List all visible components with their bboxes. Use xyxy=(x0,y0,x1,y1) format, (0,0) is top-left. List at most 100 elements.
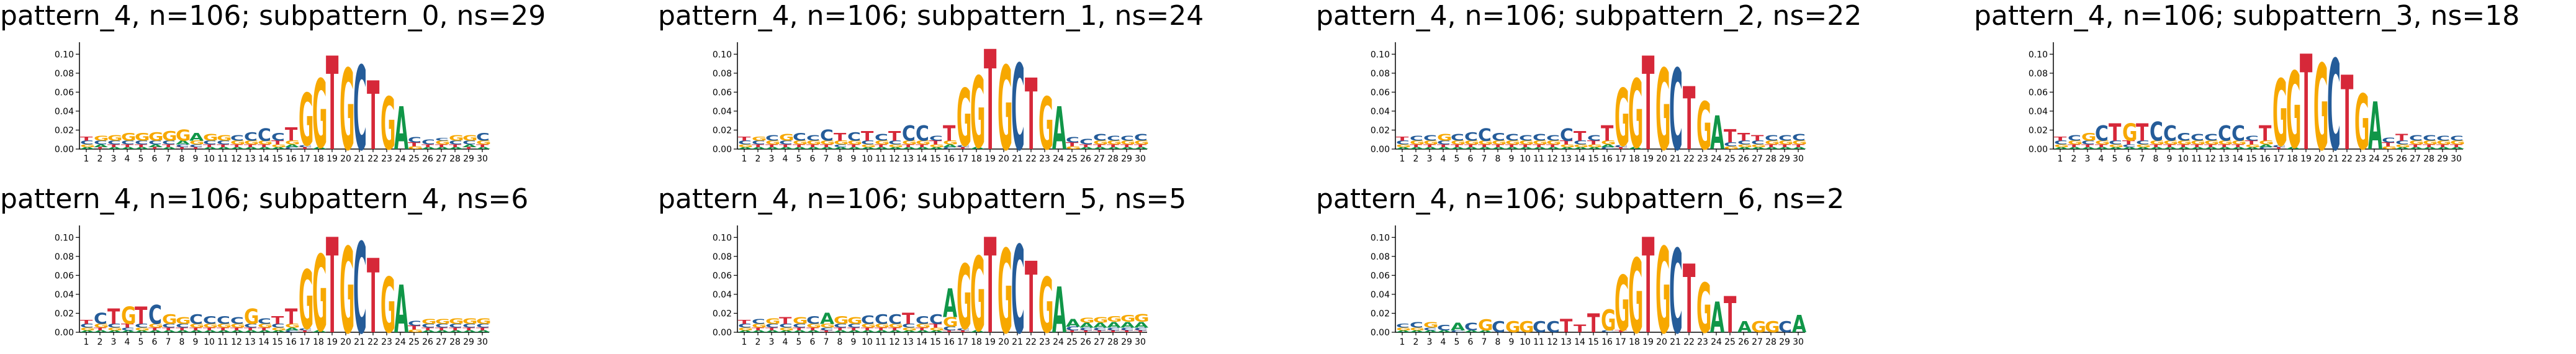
logo-letter-A: A xyxy=(476,147,491,150)
x-tick-label: 5 xyxy=(138,337,144,347)
logo-letter-T: T xyxy=(2272,147,2286,150)
logo-letter-C: C xyxy=(916,314,929,326)
logo-letter-C: C xyxy=(285,147,299,150)
logo-letter-C: C xyxy=(462,140,476,146)
logo-letter-A: A xyxy=(1437,147,1452,150)
logo-letter-C: C xyxy=(1079,137,1093,146)
x-tick-label: 7 xyxy=(2140,154,2145,164)
logo-letter-G: G xyxy=(189,140,204,146)
logo-letter-A: A xyxy=(2450,147,2465,150)
logo-letter-C: C xyxy=(2272,145,2286,148)
logo-letter-G: G xyxy=(1478,315,1493,334)
logo-letter-A: A xyxy=(449,147,464,150)
logo-letter-G: G xyxy=(340,224,355,354)
logo-letter-T: T xyxy=(2231,143,2245,148)
x-tick-label: 27 xyxy=(1752,337,1763,347)
logo-letter-A: A xyxy=(107,147,122,150)
logo-letter-C: C xyxy=(2231,120,2245,145)
y-tick-label: 0.08 xyxy=(55,252,74,262)
logo-letter-A: A xyxy=(765,330,780,333)
logo-letter-T: T xyxy=(779,143,792,148)
y-tick-label: 0.04 xyxy=(1371,107,1390,117)
logo-letter-T: T xyxy=(408,325,420,331)
logo-letter-C: C xyxy=(779,323,793,329)
x-tick-label: 12 xyxy=(889,154,900,164)
y-tick-label: 0.10 xyxy=(1371,233,1390,243)
logo-letter-C: C xyxy=(2081,140,2095,146)
logo-letter-A: A xyxy=(1478,330,1493,333)
logo-letter-C: C xyxy=(1778,134,1792,142)
logo-letter-T: T xyxy=(408,142,420,148)
logo-letter-G: G xyxy=(1451,140,1466,146)
x-tick-label: 5 xyxy=(1454,154,1460,164)
logo-letter-C: C xyxy=(285,330,299,333)
logo-letter-A: A xyxy=(148,143,163,148)
x-tick-label: 29 xyxy=(463,337,474,347)
logo-letter-T: T xyxy=(765,327,778,331)
logo-letter-G: G xyxy=(1751,143,1766,148)
logo-letter-A: A xyxy=(738,330,753,333)
logo-letter-T: T xyxy=(1107,330,1120,333)
logo-letter-T: T xyxy=(1737,131,1750,143)
logo-letter-G: G xyxy=(834,140,849,146)
logo-panel-subpattern-3: pattern_4, n=106; subpattern_3, ns=18 0.… xyxy=(1974,0,2570,180)
logo-letter-G: G xyxy=(381,261,396,350)
logo-letter-A: A xyxy=(2218,147,2233,150)
logo-letter-G: G xyxy=(738,143,753,148)
logo-letter-C: C xyxy=(121,327,135,331)
logo-letter-G: G xyxy=(1134,312,1149,324)
logo-letter-T: T xyxy=(738,136,750,142)
logo-letter-C: C xyxy=(80,140,94,146)
logo-letter-T: T xyxy=(779,315,791,326)
logo-letter-T: T xyxy=(2423,143,2436,148)
logo-letter-G: G xyxy=(916,323,930,329)
logo-letter-T: T xyxy=(1560,315,1573,337)
logo-letter-T: T xyxy=(1546,143,1559,148)
logo-letter-C: C xyxy=(176,323,189,329)
x-tick-label: 30 xyxy=(1793,154,1804,164)
logo-letter-T: T xyxy=(435,327,448,331)
x-tick-label: 17 xyxy=(299,154,310,164)
x-tick-label: 25 xyxy=(408,154,420,164)
y-tick-label: 0.06 xyxy=(55,271,74,281)
logo-letter-T: T xyxy=(1134,330,1147,333)
logo-letter-T: T xyxy=(834,131,847,143)
logo-letter-G: G xyxy=(943,315,958,330)
logo-letter-C: C xyxy=(1410,135,1423,142)
logo-letter-A: A xyxy=(2286,147,2301,150)
y-tick-label: 0.10 xyxy=(55,50,74,60)
logo-letter-G: G xyxy=(1107,315,1122,324)
x-tick-label: 8 xyxy=(2153,154,2159,164)
x-tick-label: 17 xyxy=(1615,337,1626,347)
logo-letter-C: C xyxy=(820,327,834,331)
logo-letter-T: T xyxy=(1642,211,1654,354)
logo-letter-T: T xyxy=(148,147,161,150)
x-tick-label: 18 xyxy=(971,337,982,347)
logo-letter-C: C xyxy=(2395,140,2409,146)
x-tick-label: 2 xyxy=(97,337,103,347)
logo-letter-T: T xyxy=(449,327,462,331)
logo-letter-G: G xyxy=(2150,140,2164,146)
logo-letter-G: G xyxy=(1093,140,1108,146)
logo-letter-T: T xyxy=(476,327,489,331)
logo-letter-A: A xyxy=(1737,147,1752,150)
x-tick-label: 18 xyxy=(313,337,324,347)
logo-letter-T: T xyxy=(2341,54,2353,173)
sequence-logo-chart: 0.100.080.060.040.020.001 2 3 4 5 6 7 8 9 10 11 12 1… xyxy=(1371,211,1807,354)
logo-letter-A: A xyxy=(94,143,109,148)
logo-letter-T: T xyxy=(162,327,175,331)
logo-letter-G: G xyxy=(1533,140,1547,146)
logo-letter-A: A xyxy=(217,147,232,150)
logo-letter-G: G xyxy=(970,56,986,171)
logo-letter-A: A xyxy=(1451,147,1466,150)
logo-letter-G: G xyxy=(875,323,889,329)
logo-letter-T: T xyxy=(1587,140,1600,146)
logo-letter-A: A xyxy=(752,147,767,150)
logo-letter-A: A xyxy=(271,330,286,333)
logo-letter-C: C xyxy=(806,314,820,326)
logo-letter-G: G xyxy=(957,247,972,350)
x-tick-label: 24 xyxy=(2369,154,2380,164)
x-tick-label: 20 xyxy=(998,154,1009,164)
logo-letter-T: T xyxy=(957,330,970,333)
y-tick-label: 0.00 xyxy=(2029,145,2048,155)
